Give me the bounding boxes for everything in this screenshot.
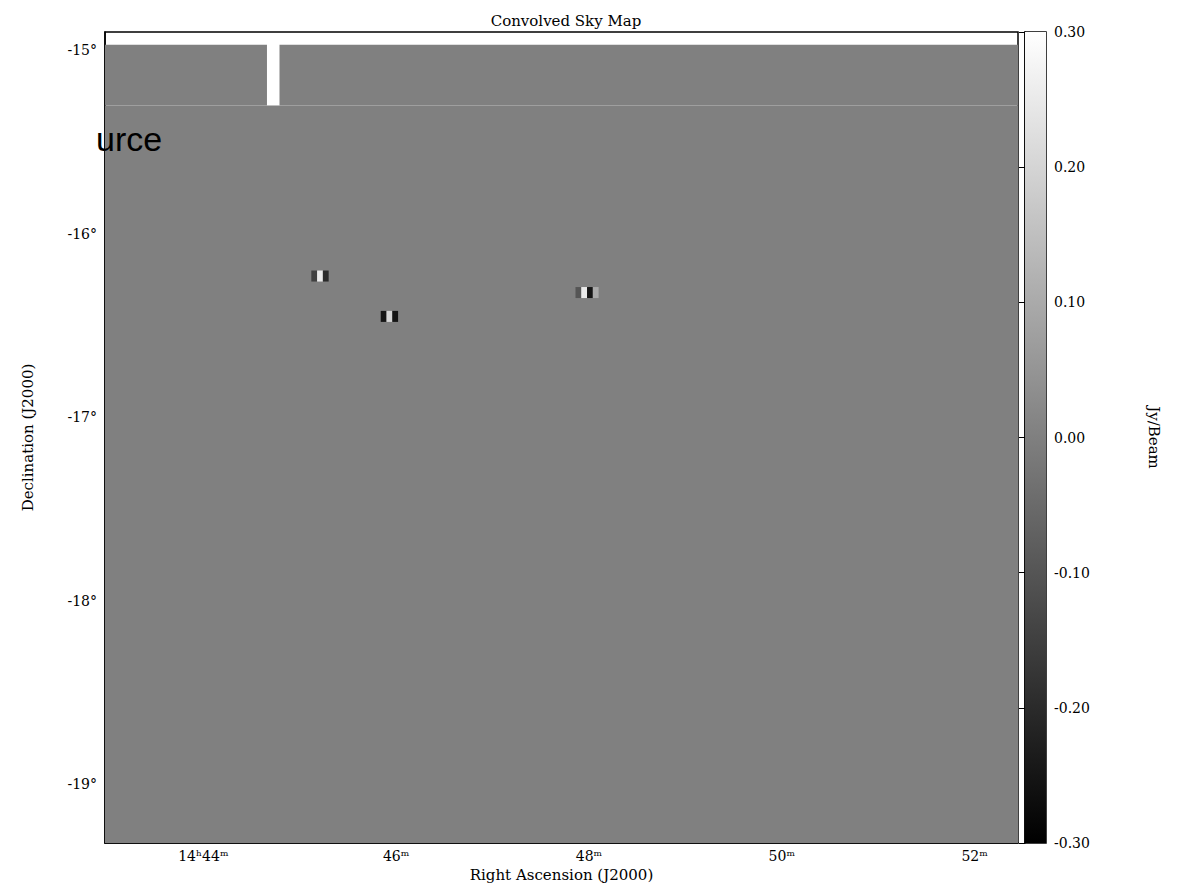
svg-text:-0.20: -0.20 bbox=[1054, 700, 1090, 716]
svg-text:urce: urce bbox=[96, 120, 162, 158]
svg-text:46ᵐ: 46ᵐ bbox=[383, 848, 410, 864]
svg-text:52ᵐ: 52ᵐ bbox=[961, 848, 988, 864]
svg-text:Declination (J2000): Declination (J2000) bbox=[19, 364, 37, 512]
svg-text:0.10: 0.10 bbox=[1054, 294, 1085, 310]
svg-text:-18°: -18° bbox=[67, 593, 97, 609]
svg-text:0.20: 0.20 bbox=[1054, 159, 1085, 175]
svg-text:0.00: 0.00 bbox=[1054, 430, 1085, 446]
svg-text:48ᵐ: 48ᵐ bbox=[576, 848, 603, 864]
svg-text:-19°: -19° bbox=[67, 776, 97, 792]
svg-text:-16°: -16° bbox=[67, 226, 97, 242]
svg-text:Convolved Sky Map: Convolved Sky Map bbox=[491, 12, 642, 30]
svg-text:-15°: -15° bbox=[67, 42, 97, 58]
svg-text:-17°: -17° bbox=[67, 409, 97, 425]
svg-text:Right Ascension (J2000): Right Ascension (J2000) bbox=[470, 866, 653, 884]
svg-text:-0.10: -0.10 bbox=[1054, 565, 1090, 581]
svg-text:14ʰ44ᵐ: 14ʰ44ᵐ bbox=[178, 848, 229, 864]
svg-text:0.30: 0.30 bbox=[1054, 24, 1085, 40]
svg-text:50ᵐ: 50ᵐ bbox=[769, 848, 796, 864]
svg-text:-0.30: -0.30 bbox=[1054, 835, 1090, 851]
svg-text:Jy/Beam: Jy/Beam bbox=[1145, 404, 1163, 469]
